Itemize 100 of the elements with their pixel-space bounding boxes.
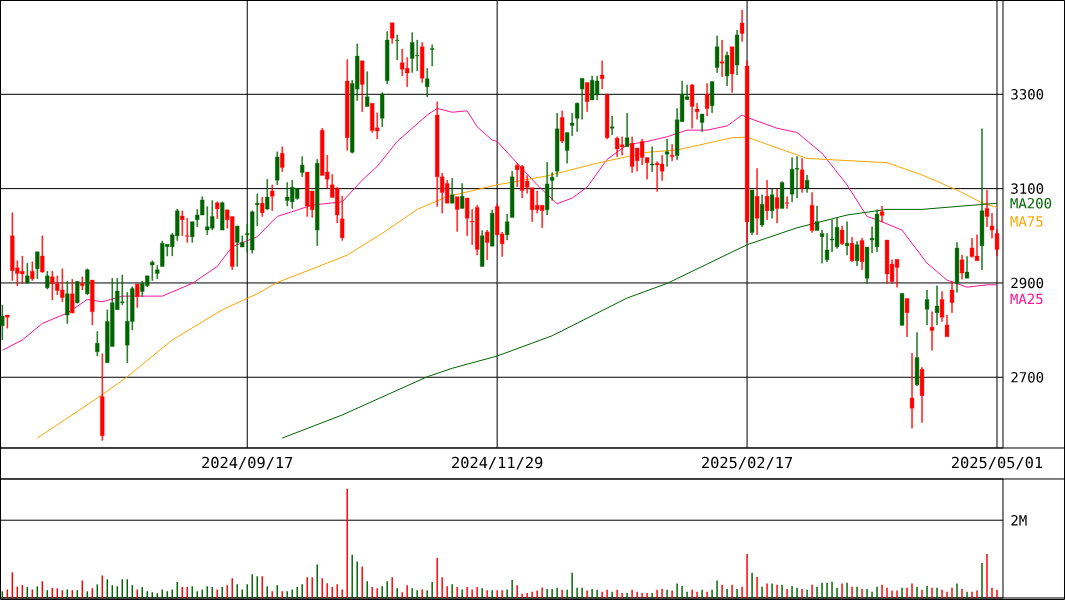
- candlestick: [909, 353, 915, 429]
- candlestick: [585, 82, 590, 112]
- candlestick: [734, 29, 740, 76]
- candlestick: [5, 314, 10, 329]
- candlestick: [65, 281, 70, 324]
- candlestick: [774, 188, 780, 224]
- candlestick: [555, 112, 560, 178]
- candlestick: [739, 9, 745, 42]
- candlestick: [390, 22, 395, 44]
- candlestick: [714, 35, 720, 73]
- candlestick: [0, 304, 5, 341]
- candlestick: [90, 279, 95, 326]
- candlestick: [315, 159, 320, 246]
- candlestick: [964, 256, 970, 279]
- line-series: [1, 107, 998, 351]
- candlestick: [665, 138, 670, 167]
- candlestick: [560, 110, 565, 144]
- candlestick: [395, 34, 400, 61]
- candlestick: [759, 194, 765, 228]
- candlestick: [380, 92, 385, 128]
- candlestick: [280, 146, 285, 172]
- candlestick: [784, 196, 790, 209]
- candlestick: [455, 196, 460, 232]
- candlestick: [135, 283, 140, 308]
- candlestick: [385, 31, 390, 85]
- y-tick-label: 2700: [1011, 371, 1044, 383]
- candlestick: [949, 281, 955, 313]
- x-tick-label: 2024/09/17: [202, 456, 293, 470]
- candlestick: [215, 201, 220, 220]
- candlestick: [360, 60, 365, 112]
- candlestick: [914, 332, 920, 386]
- candlestick: [35, 251, 40, 279]
- candlestick: [809, 192, 815, 233]
- series-label: MA200: [1010, 197, 1052, 209]
- candlestick: [605, 93, 610, 140]
- candlestick: [460, 183, 465, 209]
- candlestick: [610, 115, 615, 136]
- candlestick: [704, 83, 710, 117]
- x-tick-label: 2025/05/01: [951, 456, 1043, 470]
- candlestick: [345, 59, 350, 151]
- candlestick: [30, 261, 35, 281]
- x-tick-label: 2024/11/29: [452, 456, 543, 470]
- candlestick: [934, 285, 940, 326]
- y-tick-label: 2M: [1011, 515, 1027, 526]
- candlestick: [924, 289, 930, 326]
- x-tick-label: 2025/02/17: [702, 456, 793, 470]
- candlestick: [779, 181, 785, 209]
- candlestick: [709, 81, 715, 113]
- candlestick: [904, 298, 910, 337]
- candlestick: [954, 242, 960, 293]
- candlestick: [40, 235, 45, 273]
- candlestick: [744, 60, 750, 243]
- candlestick: [854, 241, 860, 267]
- candlestick: [724, 51, 730, 87]
- series-label: MA25: [1010, 293, 1043, 305]
- candlestick: [450, 178, 455, 204]
- candlestick: [430, 44, 435, 67]
- candlestick: [919, 367, 925, 423]
- candlestick: [505, 213, 510, 241]
- candlestick: [859, 237, 865, 270]
- candlestick: [729, 46, 735, 93]
- candlestick: [365, 71, 370, 107]
- candlestick: [844, 221, 850, 256]
- candlestick: [764, 179, 770, 220]
- candlestick: [45, 270, 50, 290]
- candlestick: [220, 201, 225, 231]
- candlestick: [75, 280, 80, 304]
- candlestick: [95, 331, 100, 357]
- candlestick: [799, 158, 805, 193]
- candlestick: [625, 112, 630, 147]
- candlestick: [70, 278, 75, 314]
- candlestick: [100, 353, 105, 441]
- candlestick: [425, 68, 430, 97]
- candlestick: [804, 174, 810, 193]
- series-label: MA75: [1010, 216, 1043, 227]
- candlestick: [839, 225, 845, 245]
- candlestick: [600, 60, 605, 90]
- candlestick: [929, 311, 935, 351]
- candlestick: [670, 144, 675, 161]
- line-series: [36, 136, 998, 439]
- candlestick: [749, 189, 755, 236]
- candlestick: [650, 146, 655, 172]
- candlestick: [510, 170, 515, 218]
- candlestick: [25, 262, 30, 284]
- candlestick: [480, 230, 485, 267]
- candlestick: [260, 196, 265, 217]
- candlestick: [794, 156, 800, 199]
- candlestick: [849, 237, 855, 262]
- candlestick: [769, 188, 775, 219]
- candlestick: [270, 184, 275, 211]
- candlestick: [300, 156, 305, 178]
- candlestick: [85, 268, 90, 295]
- candlestick: [265, 178, 270, 211]
- candlestick: [80, 276, 85, 291]
- candlestick: [899, 293, 905, 326]
- y-tick-label: 3100: [1011, 183, 1044, 194]
- candlestick: [719, 39, 725, 78]
- y-tick-label: 3300: [1011, 89, 1044, 100]
- candlestick: [485, 229, 490, 261]
- candlestick: [754, 168, 760, 236]
